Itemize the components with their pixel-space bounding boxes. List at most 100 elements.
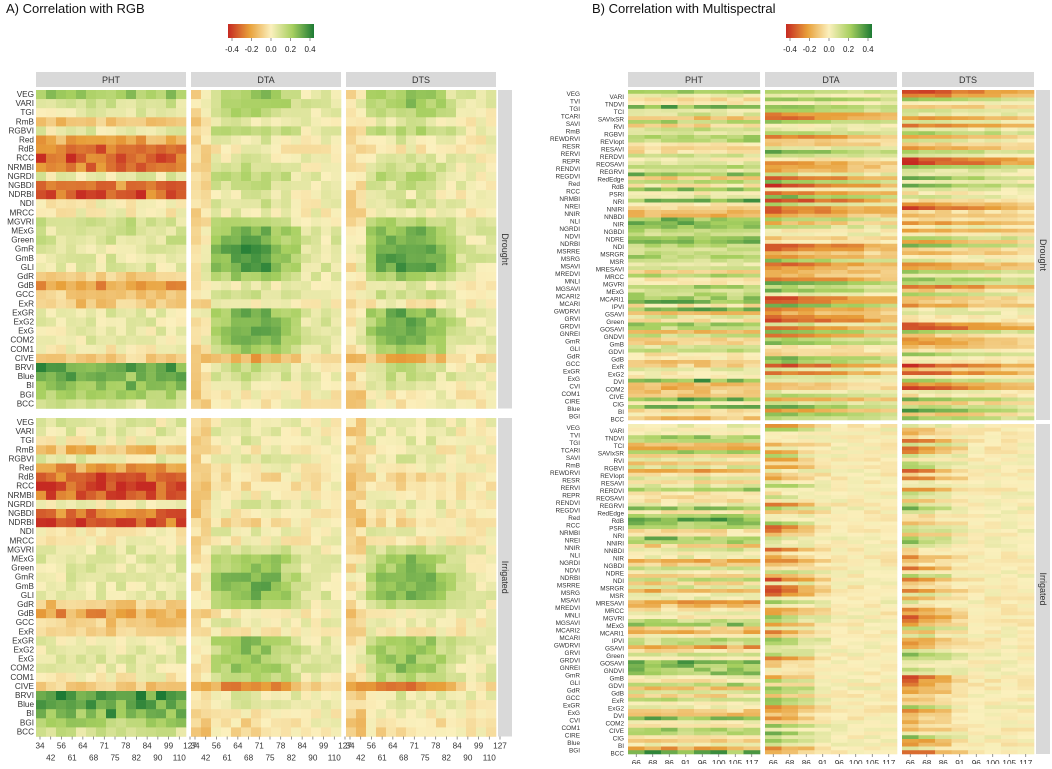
heat-cell <box>456 454 466 463</box>
heat-cell <box>56 555 66 564</box>
heat-cell <box>251 363 261 372</box>
heat-cell <box>416 363 426 372</box>
heat-cell <box>376 454 386 463</box>
heat-cell <box>645 199 662 203</box>
heat-cell <box>261 208 271 217</box>
heat-cell <box>727 278 744 282</box>
heat-cell <box>456 636 466 645</box>
heat-cell <box>396 354 406 363</box>
heat-cell <box>396 655 406 664</box>
heat-cell <box>645 203 662 207</box>
heat-cell <box>476 655 486 664</box>
heat-cell <box>261 436 271 445</box>
heat-cell <box>261 491 271 500</box>
heat-cell <box>311 99 321 108</box>
heat-cell <box>261 299 271 308</box>
heat-cell <box>96 464 106 473</box>
heat-cell <box>166 336 176 345</box>
heat-cell <box>176 700 186 709</box>
heat-cell <box>366 436 376 445</box>
heat-cell <box>211 390 221 399</box>
heat-cell <box>416 381 426 390</box>
heat-cell <box>176 327 186 336</box>
heat-cell <box>166 108 176 117</box>
heat-cell <box>191 108 201 117</box>
heat-cell <box>466 555 476 564</box>
heat-cell <box>251 436 261 445</box>
heat-cell <box>815 349 832 353</box>
heat-cell <box>831 169 848 173</box>
heat-cell <box>221 464 231 473</box>
heat-cell <box>476 290 486 299</box>
heat-cell <box>645 308 662 312</box>
x-tick-label: 110 <box>173 754 186 763</box>
heat-cell <box>466 399 476 408</box>
heat-cell <box>864 319 881 323</box>
heat-cell <box>221 418 231 427</box>
heat-cell <box>356 718 366 727</box>
heat-cell <box>376 172 386 181</box>
heat-cell <box>864 210 881 214</box>
heat-cell <box>311 591 321 600</box>
heat-cell <box>864 131 881 135</box>
heat-cell <box>191 709 201 718</box>
heat-cell <box>798 296 815 300</box>
heat-cell <box>271 263 281 272</box>
heat-cell <box>231 90 241 99</box>
heat-cell <box>744 375 761 379</box>
heat-cell <box>661 113 678 117</box>
x-tick-label: 78 <box>276 742 286 751</box>
heat-cell <box>261 473 271 482</box>
heat-cell <box>201 555 211 564</box>
heat-cell <box>56 117 66 126</box>
heat-cell <box>126 718 136 727</box>
heat-cell <box>166 199 176 208</box>
heat-cell <box>136 399 146 408</box>
heat-cell <box>271 108 281 117</box>
heat-cell <box>36 99 46 108</box>
heat-cell <box>446 482 456 491</box>
heat-cell <box>346 217 356 226</box>
heat-cell <box>782 323 799 327</box>
heat-cell <box>321 327 331 336</box>
heat-cell <box>864 90 881 94</box>
heat-cell <box>281 564 291 573</box>
heat-cell <box>486 190 496 199</box>
heat-cell <box>919 105 936 109</box>
heat-cell <box>311 399 321 408</box>
heat-cell <box>321 682 331 691</box>
heat-cell <box>76 190 86 199</box>
heat-cell <box>881 184 898 188</box>
heat-cell <box>166 691 176 700</box>
heat-cell <box>376 609 386 618</box>
heat-cell <box>346 464 356 473</box>
heat-cell <box>628 244 645 248</box>
heat-cell <box>46 236 56 245</box>
heat-cell <box>66 108 76 117</box>
heat-cell <box>864 323 881 327</box>
heat-cell <box>1001 90 1018 94</box>
heat-cell <box>251 117 261 126</box>
heat-cell <box>661 278 678 282</box>
heat-cell <box>628 308 645 312</box>
heat-cell <box>96 399 106 408</box>
heat-cell <box>96 473 106 482</box>
heat-cell <box>261 399 271 408</box>
heat-cell <box>456 363 466 372</box>
heat-cell <box>476 163 486 172</box>
heat-cell <box>711 311 728 315</box>
heat-cell <box>727 356 744 360</box>
heat-cell <box>645 139 662 143</box>
heat-cell <box>798 401 815 405</box>
heat-cell <box>76 363 86 372</box>
heat-cell <box>744 270 761 274</box>
y-label-ndrbi: NDRBI <box>9 190 34 199</box>
heat-cell <box>126 636 136 645</box>
heat-cell <box>446 427 456 436</box>
heat-cell <box>466 181 476 190</box>
heat-cell <box>201 545 211 554</box>
heat-cell <box>331 727 341 736</box>
heat-cell <box>416 181 426 190</box>
heat-cell <box>281 655 291 664</box>
heat-cell <box>628 233 645 237</box>
